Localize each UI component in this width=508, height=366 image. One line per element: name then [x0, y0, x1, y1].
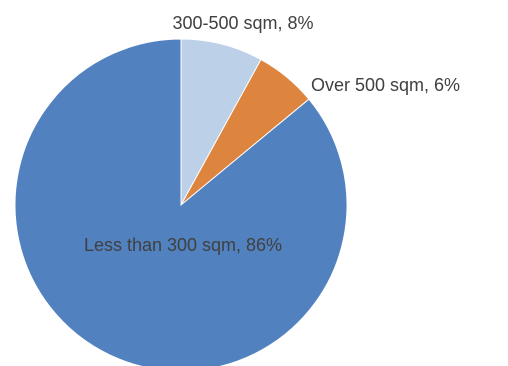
pie-slices	[14, 38, 348, 366]
label-over-500-sqm: Over 500 sqm, 6%	[311, 75, 460, 95]
pie-slice-less-than-300-sqm	[14, 38, 348, 366]
label-less-than-300-sqm: Less than 300 sqm, 86%	[84, 235, 282, 255]
label-300-500-sqm: 300-500 sqm, 8%	[172, 13, 313, 33]
